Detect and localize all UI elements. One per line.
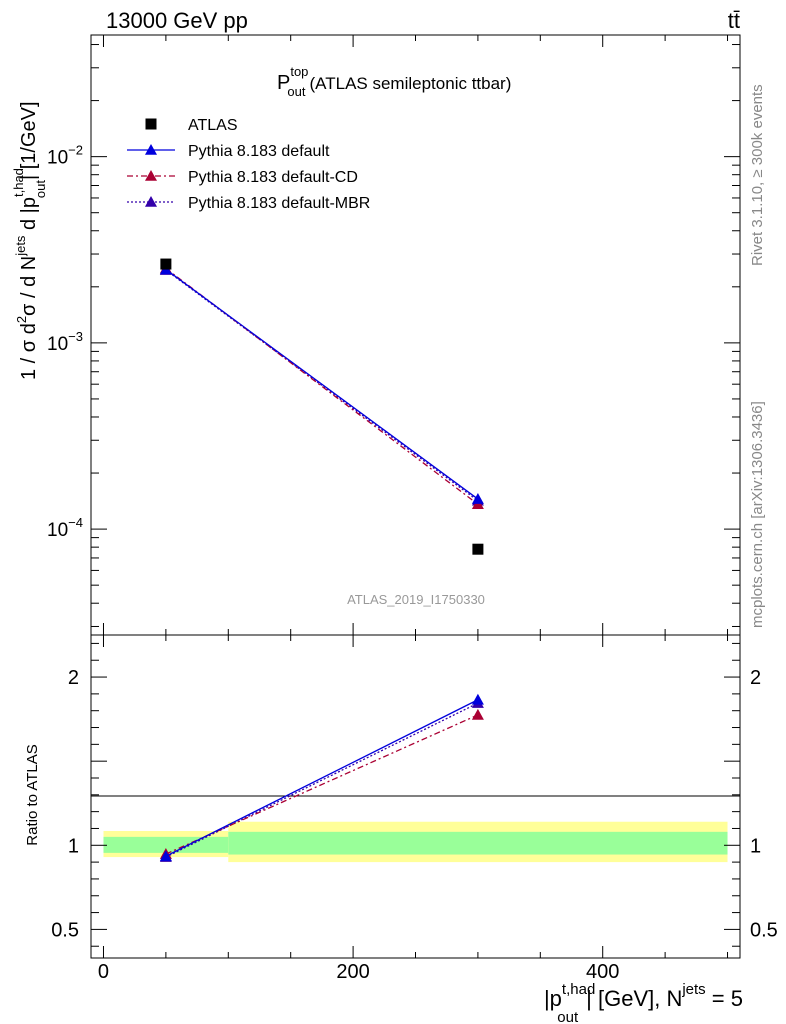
legend-entry-data: ATLAS (145, 117, 238, 134)
main-marker-data (472, 543, 484, 555)
main-axis-ticks (91, 35, 740, 635)
ratio-y-tick-labels: 2 2 1 1 0.5 0.5 (51, 667, 778, 941)
main-y-axis-label: 1 / σ d2σ / d Njets d |pt,had out| [1/GeV… (11, 101, 48, 380)
main-y-tick-label: 10−4 (47, 515, 83, 541)
ratio-x-tick-label: 0 (98, 961, 109, 983)
ratio-line-default (165, 699, 479, 857)
main-y-tick-label: 10−2 (47, 143, 83, 169)
process-label: tt̄ (728, 8, 740, 33)
main-line-mbr (165, 269, 479, 502)
legend-marker-mbr (145, 196, 157, 207)
plot-title-main: P (277, 72, 290, 94)
legend-entry-default: Pythia 8.183 default (127, 143, 330, 160)
legend-marker-data (145, 118, 157, 130)
rivet-label: Rivet 3.1.10, ≥ 300k events (749, 84, 766, 266)
legend-label-data: ATLAS (188, 117, 238, 134)
ratio-bands (103, 821, 728, 863)
ratio-y-axis-label: Ratio to ATLAS (24, 744, 41, 845)
main-y-tick-label: 10−3 (47, 329, 83, 355)
plot-title: Ptop out (ATLAS semileptonic ttbar) (277, 64, 511, 99)
main-y-tick-labels: 10−2 10−3 10−4 (47, 143, 83, 541)
ratio-frame (90, 634, 741, 959)
ylabel-sup-jets: jets (13, 235, 28, 257)
ratio-y-tick-label-right: 2 (750, 667, 761, 689)
plot-title-rest: (ATLAS semileptonic ttbar) (310, 74, 512, 93)
ratio-y-tick-label-right: 1 (750, 835, 761, 857)
ratio-x-tick-labels: 0 200 400 (98, 961, 619, 983)
ratio-x-tick-label: 400 (586, 961, 619, 983)
ratio-marker-default (159, 850, 172, 862)
mcplots-label: mcplots.cern.ch [arXiv:1306.3436] (749, 401, 766, 628)
ylabel-sup-thad: t,had (11, 168, 26, 197)
legend-label-mbr: Pythia 8.183 default-MBR (188, 195, 370, 212)
main-series (159, 258, 484, 555)
ratio-y-tick-label: 2 (68, 667, 79, 689)
main-marker-default (471, 493, 484, 504)
plot-title-sup: top (290, 64, 308, 79)
ratio-marker-default (471, 693, 484, 705)
ratio-band-inner (228, 831, 728, 855)
x-axis-label: |pt,had out | [GeV], Njets = 5 (544, 981, 743, 1024)
ylabel-mid: σ / d N (18, 256, 40, 316)
ratio-y-tick-label: 0.5 (51, 919, 79, 941)
ratio-panel: 2 2 1 1 0.5 0.5 0 200 400 Ratio to ATLAS |pt,ha… (24, 634, 778, 1024)
legend-label-cd: Pythia 8.183 default-CD (188, 169, 358, 186)
xlabel-sup: t,had (562, 981, 595, 998)
main-marker-data (160, 258, 172, 270)
ylabel-prefix: 1 / σ d (18, 323, 40, 380)
main-panel: 10−2 10−3 10−4 Ptop out (ATLAS semileptonic … (11, 34, 741, 636)
ratio-axis-ticks (91, 635, 740, 958)
legend-marker-cd (145, 170, 157, 181)
ratio-marker-cd (471, 708, 484, 720)
legend: ATLAS Pythia 8.183 default Pythia 8.183 de… (127, 117, 370, 212)
ylabel-sup2: 2 (14, 316, 29, 323)
xlabel-prefix: |p (544, 986, 562, 1011)
plot-title-sub: out (287, 84, 305, 99)
legend-entry-mbr: Pythia 8.183 default-MBR (127, 195, 370, 212)
ratio-y-tick-label-right: 0.5 (750, 919, 778, 941)
legend-entry-cd: Pythia 8.183 default-CD (127, 169, 358, 186)
watermark: ATLAS_2019_I1750330 (347, 592, 485, 607)
energy-label: 13000 GeV pp (106, 8, 248, 33)
legend-label-default: Pythia 8.183 default (188, 143, 330, 160)
main-line-default (165, 268, 479, 500)
xlabel-sup2: jets (681, 981, 705, 998)
ylabel-sub-out: out (33, 180, 48, 198)
ratio-y-tick-label: 1 (68, 835, 79, 857)
legend-marker-default (145, 144, 157, 155)
ylabel-mid2: d |p (18, 197, 40, 236)
ratio-series (159, 693, 484, 862)
ylabel-suffix: | [1/GeV] (18, 101, 40, 180)
xlabel-sub: out (557, 1009, 579, 1024)
xlabel-middle: | [GeV], N (586, 986, 682, 1011)
ratio-x-tick-label: 200 (336, 961, 369, 983)
xlabel-suffix: = 5 (706, 986, 743, 1011)
